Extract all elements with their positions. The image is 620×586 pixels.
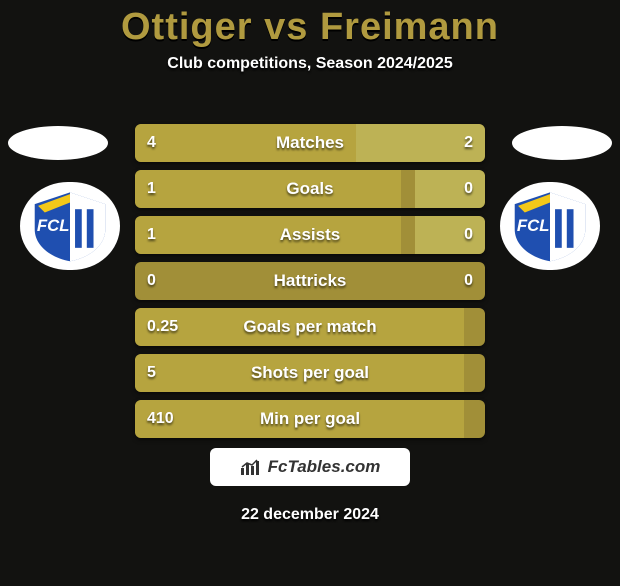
watermark-badge: FcTables.com: [210, 448, 410, 486]
stat-label: Shots per goal: [135, 354, 485, 392]
stat-bar: 42Matches: [135, 124, 485, 162]
svg-text:FCL: FCL: [517, 216, 550, 235]
stat-label: Min per goal: [135, 400, 485, 438]
stats-bars: 42Matches 10Goals 10Assists 00Hattricks 0.25…: [135, 124, 485, 446]
fcl-crest-icon: FCL: [508, 189, 592, 263]
chart-icon: [240, 458, 262, 476]
stat-label: Goals per match: [135, 308, 485, 346]
date-text: 22 december 2024: [0, 506, 620, 524]
page-title: Ottiger vs Freimann: [0, 6, 620, 49]
player-right-marker: [512, 126, 612, 160]
stat-bar: 10Assists: [135, 216, 485, 254]
player-left-marker: [8, 126, 108, 160]
club-badge-right: FCL: [500, 182, 600, 270]
watermark-text: FcTables.com: [268, 457, 381, 477]
stat-bar: 410Min per goal: [135, 400, 485, 438]
club-badge-left: FCL: [20, 182, 120, 270]
stat-label: Goals: [135, 170, 485, 208]
stat-bar: 5Shots per goal: [135, 354, 485, 392]
stat-bar: 10Goals: [135, 170, 485, 208]
page-subtitle: Club competitions, Season 2024/2025: [0, 55, 620, 73]
stat-label: Hattricks: [135, 262, 485, 300]
stat-label: Matches: [135, 124, 485, 162]
stat-label: Assists: [135, 216, 485, 254]
fcl-crest-icon: FCL: [28, 189, 112, 263]
stat-bar: 0.25Goals per match: [135, 308, 485, 346]
stat-bar: 00Hattricks: [135, 262, 485, 300]
svg-text:FCL: FCL: [37, 216, 70, 235]
